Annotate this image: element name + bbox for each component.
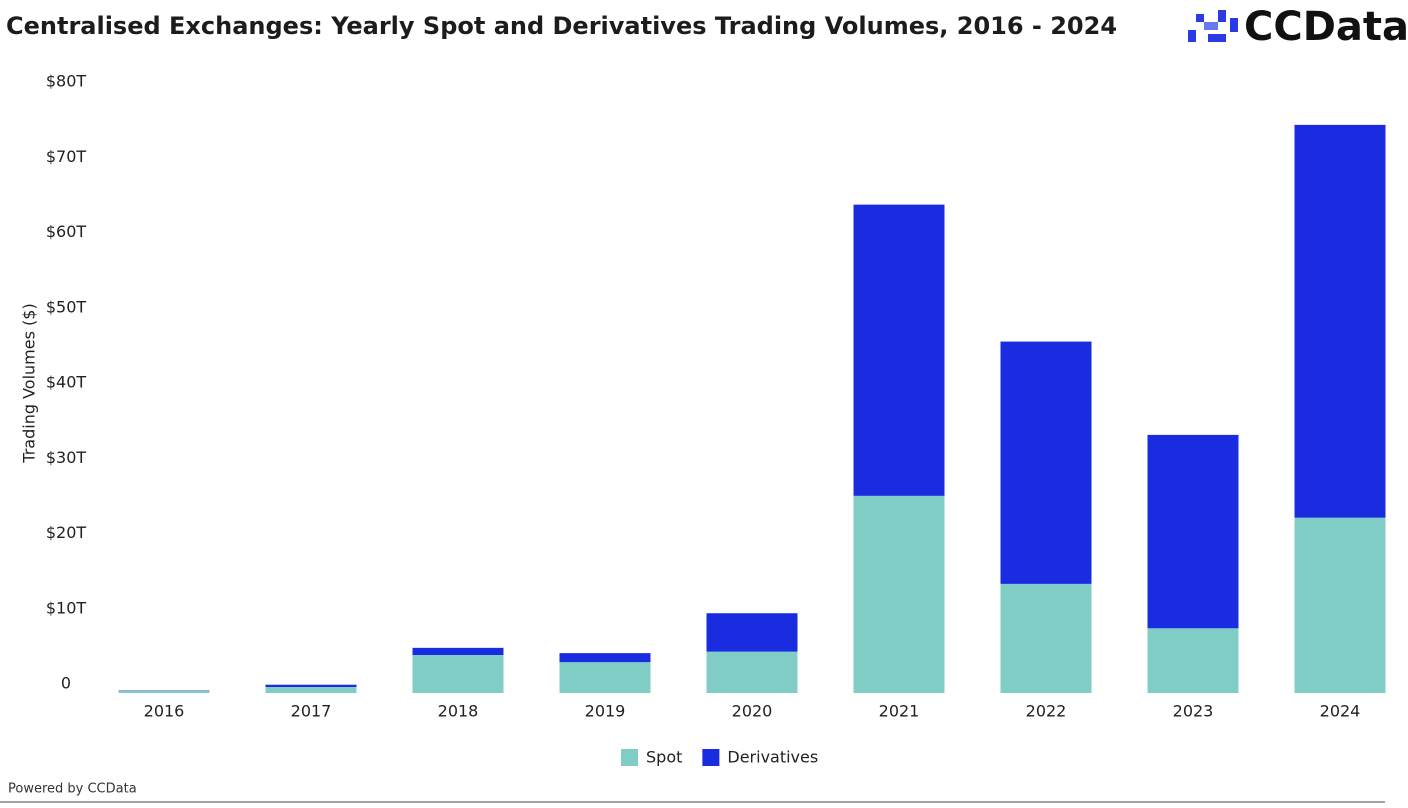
- bar-segment: [853, 204, 945, 496]
- chart-title: Centralised Exchanges: Yearly Spot and D…: [6, 12, 1117, 40]
- x-tick-label: 2022: [1026, 702, 1067, 721]
- x-tick-label: 2016: [144, 702, 185, 721]
- y-axis-title: Trading Volumes ($): [20, 303, 39, 463]
- x-tick-label: 2023: [1173, 702, 1214, 721]
- y-tick-label: $20T: [46, 523, 87, 542]
- y-tick-label: $50T: [46, 297, 87, 316]
- x-tick-label: 2020: [732, 702, 773, 721]
- bar-segment: [1294, 517, 1386, 693]
- logo-icon: [1188, 10, 1238, 42]
- bar-segment: [1000, 341, 1092, 584]
- bar-segment: [118, 690, 210, 693]
- footer: Powered by CCData: [8, 782, 137, 797]
- x-tick-label: 2018: [438, 702, 479, 721]
- bar-segment: [559, 653, 651, 663]
- x-tick-label: 2021: [879, 702, 920, 721]
- bar-segment: [706, 613, 798, 652]
- y-tick-label: $30T: [46, 448, 87, 467]
- bar-segment: [265, 684, 357, 687]
- bar-segment: [1147, 434, 1239, 629]
- bar-segment: [412, 654, 504, 693]
- y-tick-label: $10T: [46, 598, 87, 617]
- x-tick-label: 2024: [1320, 702, 1361, 721]
- bar-segment: [412, 647, 504, 655]
- x-tick-label: 2017: [291, 702, 332, 721]
- bar-segment: [706, 651, 798, 693]
- legend-label: Derivatives: [727, 748, 818, 767]
- bar-segment: [1294, 124, 1386, 518]
- x-tick-label: 2019: [585, 702, 626, 721]
- logo-text: CCData: [1244, 4, 1408, 50]
- bar-segment: [1147, 628, 1239, 693]
- y-tick-label: $60T: [46, 222, 87, 241]
- y-tick-label: $40T: [46, 373, 87, 392]
- bar-segment: [265, 686, 357, 693]
- y-tick-label: $70T: [46, 147, 87, 166]
- legend-label: Spot: [646, 748, 682, 767]
- y-tick-label: $80T: [46, 72, 87, 91]
- legend-swatch: [621, 749, 638, 766]
- bar-segment: [1000, 583, 1092, 693]
- y-tick-label: 0: [61, 674, 71, 693]
- bar-segment: [559, 662, 651, 693]
- legend-swatch: [702, 749, 720, 766]
- bar-segment: [853, 495, 945, 693]
